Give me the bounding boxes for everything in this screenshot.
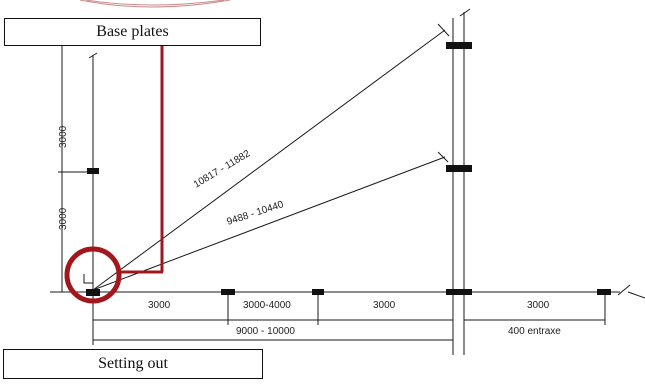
- setting-out-callout: Setting out: [3, 349, 263, 379]
- base-plate: [86, 289, 100, 296]
- baseline-end-tick: [617, 284, 631, 296]
- diagonal-tick: [437, 23, 450, 37]
- right-angle-mark: [83, 274, 93, 284]
- entraxe-label: 400 entraxe: [508, 326, 561, 337]
- base-plate: [460, 289, 472, 295]
- span-label-3: 3000: [373, 300, 396, 311]
- diagonal-long-line: [92, 29, 446, 291]
- span-label-2: 3000-4000: [243, 300, 291, 311]
- diagonal-short-label: 9488 - 10440: [226, 199, 286, 228]
- base-plate: [459, 165, 472, 172]
- decorative-arc: [85, 0, 225, 6]
- decorative-arc: [79, 0, 231, 8]
- diagonal-short-line: [92, 156, 446, 291]
- base-plate: [459, 42, 472, 49]
- vertical-dim-upper: 3000: [58, 125, 69, 148]
- base-plates-callout: Base plates: [4, 18, 261, 46]
- base-plate: [312, 289, 324, 295]
- base-plate: [446, 289, 460, 295]
- tick-mark: [88, 52, 98, 59]
- base-plate: [446, 42, 459, 49]
- base-plate: [597, 289, 611, 295]
- base-plate: [87, 168, 99, 174]
- baseline-tail: [627, 291, 645, 299]
- vertical-dim-lower: 3000: [58, 207, 69, 230]
- span-label-4: 3000: [527, 300, 550, 311]
- tick-mark: [459, 8, 471, 17]
- combined-span-label: 9000 - 10000: [236, 326, 295, 337]
- diagonal-tick: [437, 151, 449, 163]
- base-plate: [446, 165, 459, 172]
- span-label-1: 3000: [148, 300, 171, 311]
- base-plate-highlight-circle: [64, 246, 122, 304]
- base-plate: [221, 289, 235, 295]
- diagonal-long-label: 10817 - 11882: [192, 148, 253, 190]
